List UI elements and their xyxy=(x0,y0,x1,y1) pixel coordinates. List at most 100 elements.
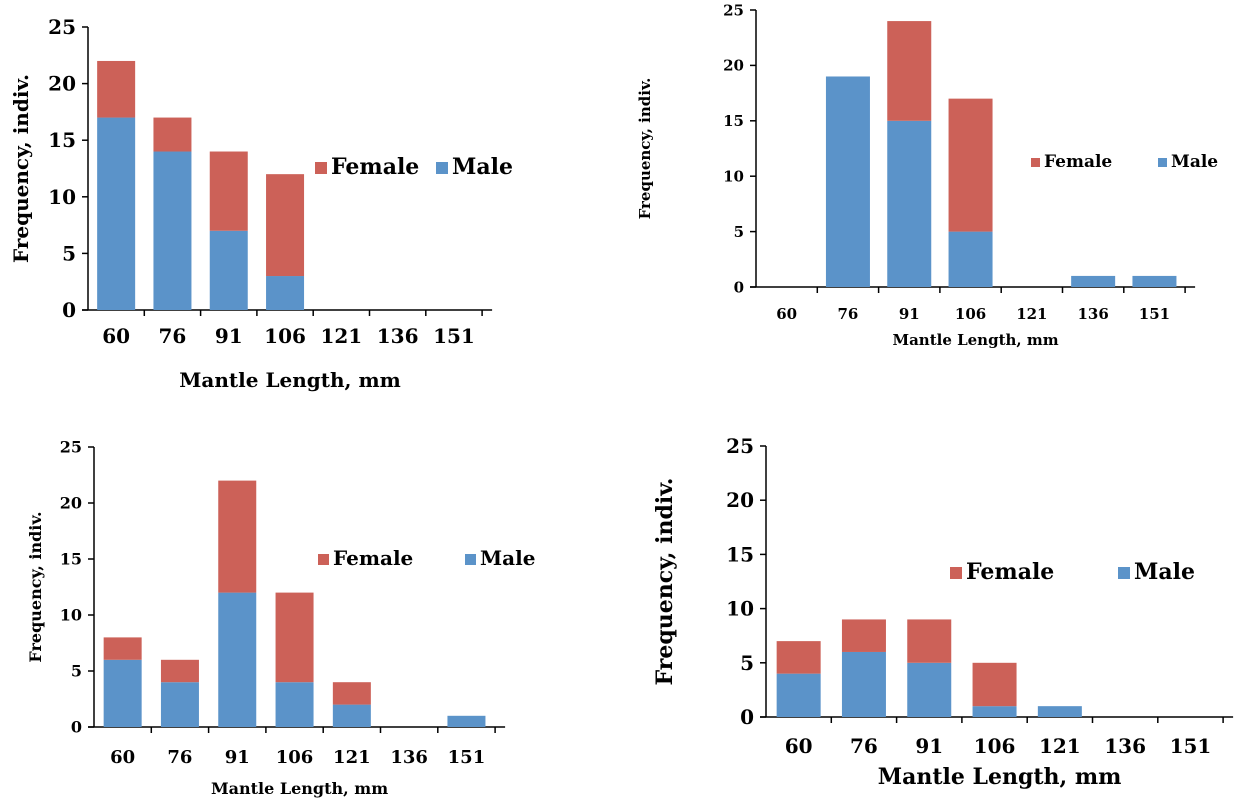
x-tick-label: 91 xyxy=(225,747,250,768)
bar-male-121 xyxy=(1037,706,1082,717)
y-tick-label: 15 xyxy=(726,542,754,566)
legend-female-swatch xyxy=(1031,158,1040,167)
bar-male-106 xyxy=(275,682,314,727)
x-tick-label: 60 xyxy=(776,305,797,323)
bar-male-76 xyxy=(841,651,886,717)
y-tick-label: 20 xyxy=(726,488,754,512)
y-tick-label: 0 xyxy=(71,718,82,737)
legend-male-swatch xyxy=(1158,158,1167,167)
bar-male-151 xyxy=(447,715,486,727)
y-tick-label: 20 xyxy=(60,494,82,513)
legend-male-label: Male xyxy=(480,546,535,570)
y-tick-label: 25 xyxy=(723,1,744,19)
bar-female-76 xyxy=(153,117,192,152)
y-axis-title: Frequency, indiv. xyxy=(652,478,678,686)
bar-male-76 xyxy=(153,151,192,310)
bar-male-151 xyxy=(1132,275,1177,287)
histogram-panel-2: 0 5 10 15 20 25 60 76 91 106 121 136 151 Mantle Lengt… xyxy=(636,1,1218,349)
legend-female-swatch xyxy=(950,567,962,579)
x-tick-label: 121 xyxy=(1016,305,1047,323)
legend-male-label: Male xyxy=(1171,152,1218,172)
bar-female-76 xyxy=(841,619,886,652)
bar-male-91 xyxy=(907,662,952,717)
y-tick-label: 5 xyxy=(71,662,82,681)
legend-female-label: Female xyxy=(1044,152,1112,172)
x-axis-title: Mantle Length, mm xyxy=(179,368,401,392)
x-tick-label: 76 xyxy=(850,734,878,758)
y-tick-label: 5 xyxy=(62,241,76,265)
y-tick-label: 0 xyxy=(62,298,76,322)
x-tick-label: 106 xyxy=(264,324,306,348)
bar-male-136 xyxy=(1071,275,1116,287)
y-tick-label: 25 xyxy=(726,434,754,458)
legend-male-label: Male xyxy=(452,154,513,180)
y-tick-label: 15 xyxy=(60,550,82,569)
y-tick-label: 10 xyxy=(48,185,76,209)
legend-female-swatch xyxy=(318,554,329,565)
x-tick-label: 106 xyxy=(276,747,314,768)
y-axis-title: Frequency, indiv. xyxy=(636,78,654,220)
y-axis-title: Frequency, indiv. xyxy=(26,511,45,662)
bar-female-60 xyxy=(103,637,142,660)
x-tick-label: 151 xyxy=(1139,305,1170,323)
x-tick-label: 91 xyxy=(915,734,943,758)
legend-male-swatch xyxy=(1118,567,1130,579)
legend-female-label: Female xyxy=(331,154,419,180)
bar-male-60 xyxy=(103,659,142,727)
x-tick-label: 151 xyxy=(1170,734,1212,758)
legend-male-swatch xyxy=(436,162,448,174)
bar-male-91 xyxy=(209,230,248,310)
y-tick-label: 10 xyxy=(723,167,744,185)
y-tick-label: 5 xyxy=(734,223,744,241)
x-tick-label: 151 xyxy=(448,747,486,768)
y-tick-label: 15 xyxy=(48,128,76,152)
y-tick-label: 20 xyxy=(723,57,744,75)
bar-male-60 xyxy=(97,117,136,310)
bar-male-91 xyxy=(218,592,257,727)
bar-female-106 xyxy=(948,98,993,232)
bar-female-91 xyxy=(887,21,932,121)
bar-female-91 xyxy=(218,480,257,593)
x-tick-label: 91 xyxy=(899,305,920,323)
bar-female-91 xyxy=(209,151,248,231)
x-tick-label: 136 xyxy=(377,324,419,348)
legend-female-label: Female xyxy=(333,546,413,570)
y-tick-label: 10 xyxy=(60,606,82,625)
x-tick-label: 60 xyxy=(102,324,130,348)
histogram-panel-1: 0 5 10 15 20 25 60 76 91 106 121 136 151 Mantle Lengt… xyxy=(9,15,513,392)
bar-male-106 xyxy=(972,706,1017,717)
x-tick-label: 106 xyxy=(974,734,1016,758)
legend-male-swatch xyxy=(465,554,476,565)
bar-female-106 xyxy=(266,174,305,277)
y-tick-label: 25 xyxy=(60,438,82,457)
bar-female-60 xyxy=(776,641,821,674)
bar-female-106 xyxy=(972,662,1017,707)
bar-female-60 xyxy=(97,60,136,118)
legend-female-swatch xyxy=(315,162,327,174)
y-axis-title: Frequency, indiv. xyxy=(9,74,33,263)
x-tick-label: 106 xyxy=(955,305,986,323)
x-tick-label: 76 xyxy=(159,324,187,348)
y-tick-label: 15 xyxy=(723,112,744,130)
histogram-panel-4: 0 5 10 15 20 25 60 76 91 106 121 136 151 Mantle Lengt… xyxy=(652,434,1234,790)
bar-female-91 xyxy=(907,619,952,663)
y-tick-label: 10 xyxy=(726,597,754,621)
x-axis-title: Mantle Length, mm xyxy=(892,331,1058,349)
legend-female-label: Female xyxy=(966,559,1054,585)
x-tick-label: 76 xyxy=(838,305,859,323)
bar-male-76 xyxy=(825,76,870,287)
x-tick-label: 151 xyxy=(433,324,475,348)
y-tick-label: 0 xyxy=(740,705,754,729)
histogram-panel-3: 0 5 10 15 20 25 60 76 91 106 121 136 151 Mantle Lengt… xyxy=(26,438,535,798)
bar-male-60 xyxy=(776,673,821,717)
x-axis-title: Mantle Length, mm xyxy=(211,779,388,798)
bar-male-106 xyxy=(948,231,993,287)
x-tick-label: 91 xyxy=(215,324,243,348)
x-tick-label: 76 xyxy=(167,747,192,768)
y-tick-label: 25 xyxy=(48,15,76,39)
legend-male-label: Male xyxy=(1134,559,1195,585)
x-tick-label: 121 xyxy=(1039,734,1081,758)
x-tick-label: 136 xyxy=(390,747,428,768)
x-tick-label: 136 xyxy=(1077,305,1108,323)
bar-male-106 xyxy=(266,276,305,310)
